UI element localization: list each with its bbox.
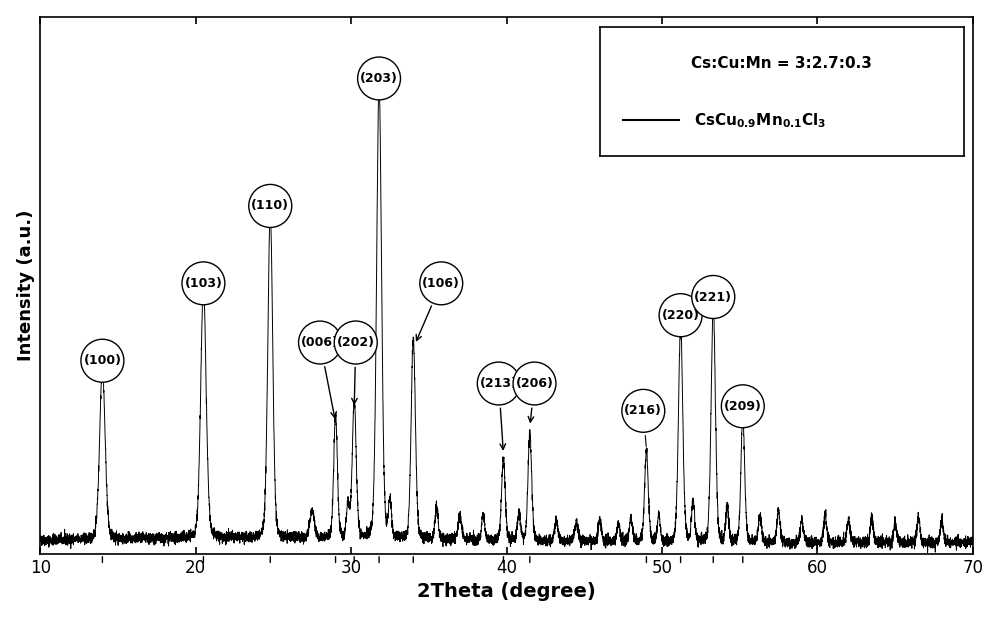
Text: (209): (209) xyxy=(724,400,762,419)
Text: (216): (216) xyxy=(624,404,662,446)
Text: (006): (006) xyxy=(301,336,339,418)
Text: (110): (110) xyxy=(251,200,289,219)
X-axis label: 2Theta (degree): 2Theta (degree) xyxy=(417,582,596,601)
Text: (203): (203) xyxy=(360,72,398,91)
Text: (220): (220) xyxy=(662,309,700,328)
Text: (221): (221) xyxy=(694,290,732,310)
Text: (202): (202) xyxy=(337,336,375,404)
Text: (100): (100) xyxy=(83,354,121,373)
Text: (206): (206) xyxy=(516,377,553,422)
Text: (106): (106) xyxy=(416,277,460,341)
Y-axis label: Intensity (a.u.): Intensity (a.u.) xyxy=(17,210,35,361)
Text: (213): (213) xyxy=(480,377,518,449)
Text: (103): (103) xyxy=(184,277,222,296)
